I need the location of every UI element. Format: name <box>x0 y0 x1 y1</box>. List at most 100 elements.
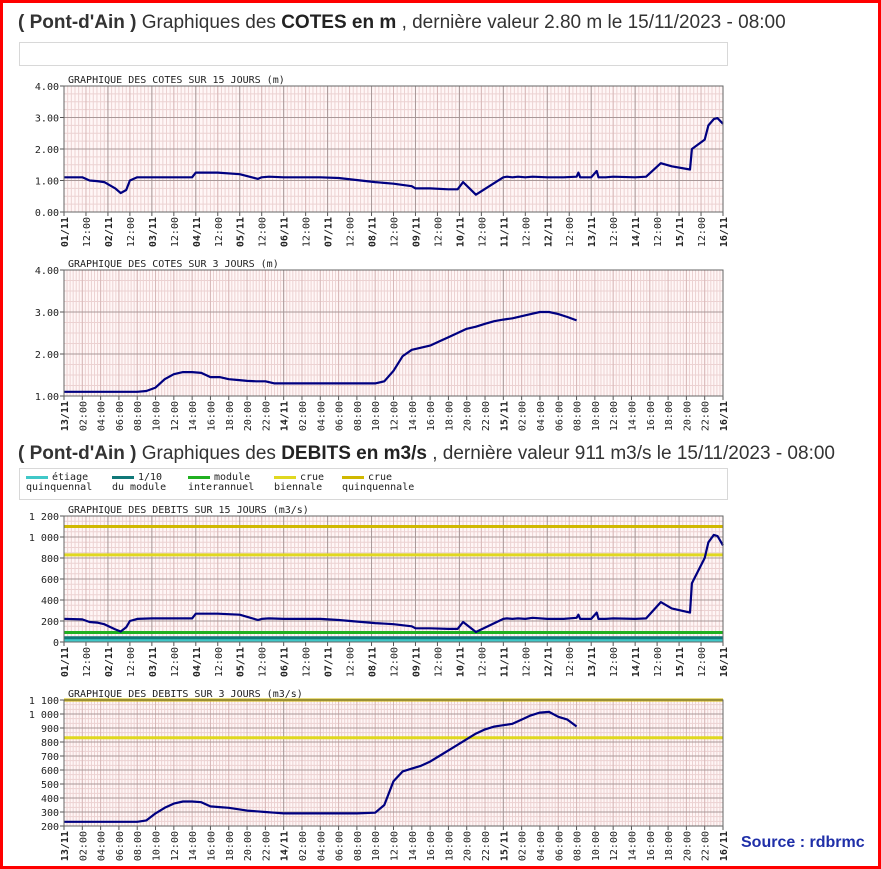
cotes-suffix: , dernière valeur 2.80 m le 15/11/2023 -… <box>401 12 786 33</box>
debits-prefix: Graphiques des <box>141 443 276 464</box>
x-tick-label: 01/11 <box>60 217 71 247</box>
plot-frame <box>63 515 724 643</box>
x-tick-label: 14:00 <box>627 401 638 431</box>
x-tick-label: 10/11 <box>455 647 466 677</box>
y-tick-label: 0.00 <box>35 208 59 219</box>
x-tick-label: 16:00 <box>206 831 217 861</box>
x-tick-label: 12:00 <box>433 217 444 247</box>
x-tick-label: 04:00 <box>97 831 108 861</box>
x-tick-label: 11/11 <box>499 647 510 677</box>
x-tick-label: 18:00 <box>225 831 236 861</box>
y-tick-label: 3.00 <box>35 114 59 125</box>
legend-swatch-etiage <box>26 475 48 479</box>
x-tick-label: 06/11 <box>280 217 291 247</box>
x-tick-label: 02/11 <box>104 647 115 677</box>
legend-swatch-crue-biennale <box>274 475 296 479</box>
x-tick-label: 15/11 <box>675 217 686 247</box>
x-tick-label: 12:00 <box>477 217 488 247</box>
x-tick-label: 04/11 <box>192 647 203 677</box>
x-tick-label: 13/11 <box>60 831 71 861</box>
y-tick-label: 1.00 <box>35 177 59 188</box>
x-tick-label: 22:00 <box>481 831 492 861</box>
x-tick-label: 14:00 <box>188 831 199 861</box>
x-tick-label: 12:00 <box>697 217 708 247</box>
y-tick-label: 800 <box>41 554 59 565</box>
x-tick-label: 12:00 <box>521 217 532 247</box>
x-tick-label: 08:00 <box>353 401 364 431</box>
plot-frame <box>63 269 724 397</box>
x-tick-label: 05/11 <box>236 647 247 677</box>
x-tick-label: 11/11 <box>499 217 510 247</box>
y-tick-label: 1 200 <box>29 512 59 523</box>
x-tick-label: 06:00 <box>335 401 346 431</box>
x-tick-label: 20:00 <box>463 401 474 431</box>
chart-title: GRAPHIQUE DES COTES SUR 15 JOURS (m) <box>68 75 285 86</box>
chart-debits-3-jours: GRAPHIQUE DES DEBITS SUR 3 JOURS (m3/s) 1… <box>29 689 730 861</box>
x-tick-label: 18:00 <box>664 831 675 861</box>
legend-sub-module: interannuel <box>188 482 255 493</box>
cotes-heading: ( Pont-d'Ain ) Graphiques des COTES en m… <box>18 12 786 34</box>
debits-station: ( Pont-d'Ain ) <box>18 443 137 464</box>
x-tick-label: 22:00 <box>701 831 712 861</box>
x-tick-label: 02:00 <box>518 831 529 861</box>
x-tick-label: 20:00 <box>682 831 693 861</box>
x-tick-label: 06:00 <box>554 831 565 861</box>
x-tick-label: 16/11 <box>719 401 730 431</box>
x-tick-label: 12:00 <box>170 401 181 431</box>
x-tick-label: 12/11 <box>543 217 554 247</box>
y-tick-label: 200 <box>41 617 59 628</box>
x-tick-label: 14/11 <box>280 401 291 431</box>
x-tick-label: 04:00 <box>316 401 327 431</box>
x-tick-label: 12:00 <box>82 217 93 247</box>
x-tick-label: 12:00 <box>433 647 444 677</box>
legend-item-module: module interannuel <box>188 473 254 493</box>
x-tick-label: 10:00 <box>371 401 382 431</box>
plot-frame <box>63 699 724 827</box>
x-tick-label: 18:00 <box>664 401 675 431</box>
x-tick-label: 08:00 <box>573 401 584 431</box>
x-tick-label: 12:00 <box>258 217 269 247</box>
x-tick-label: 12:00 <box>346 647 357 677</box>
x-tick-label: 12:00 <box>390 647 401 677</box>
x-tick-label: 06/11 <box>280 647 291 677</box>
legend-item-crue-quinquennale: crue quinquennale <box>342 473 414 493</box>
legend-sub-etiage: quinquennal <box>26 482 93 493</box>
x-tick-label: 16:00 <box>426 831 437 861</box>
legend-label-dixieme: 1/10 <box>138 472 163 483</box>
x-tick-label: 12:00 <box>258 647 269 677</box>
cotes-station: ( Pont-d'Ain ) <box>18 12 137 33</box>
cotes-prefix: Graphiques des <box>141 12 276 33</box>
chart-cotes-15-jours: GRAPHIQUE DES COTES SUR 15 JOURS (m) 01/1… <box>35 75 730 247</box>
x-tick-label: 05/11 <box>236 217 247 247</box>
x-tick-label: 14:00 <box>627 831 638 861</box>
series-line <box>64 310 577 393</box>
x-tick-label: 02/11 <box>104 217 115 247</box>
x-tick-label: 12:00 <box>170 217 181 247</box>
x-tick-label: 06:00 <box>554 401 565 431</box>
x-tick-label: 12:00 <box>82 647 93 677</box>
legend-swatch-dixieme <box>112 475 134 479</box>
x-tick-label: 20:00 <box>682 401 693 431</box>
y-tick-label: 400 <box>41 596 59 607</box>
chart-title: GRAPHIQUE DES DEBITS SUR 3 JOURS (m3/s) <box>68 689 303 700</box>
y-tick-label: 1 000 <box>29 533 59 544</box>
x-tick-label: 14/11 <box>631 647 642 677</box>
y-tick-label: 800 <box>41 738 59 749</box>
y-tick-label: 4.00 <box>35 82 59 93</box>
x-tick-label: 16/11 <box>719 647 730 677</box>
x-tick-label: 12:00 <box>609 647 620 677</box>
x-tick-label: 18:00 <box>225 401 236 431</box>
y-tick-label: 0 <box>53 638 59 649</box>
x-tick-label: 08/11 <box>368 647 379 677</box>
x-tick-label: 10/11 <box>455 217 466 247</box>
x-tick-label: 13/11 <box>60 401 71 431</box>
plot-frame <box>63 85 724 213</box>
series-line <box>63 533 724 634</box>
x-tick-label: 16:00 <box>646 831 657 861</box>
x-tick-label: 16:00 <box>646 401 657 431</box>
legend-label-etiage: étiage <box>52 472 89 483</box>
x-tick-label: 18:00 <box>444 831 455 861</box>
debits-legend: étiage du module quinquennal 1/10 du mod… <box>19 468 728 500</box>
x-tick-label: 08/11 <box>368 217 379 247</box>
legend-sub-crue-biennale: biennale <box>274 482 323 493</box>
